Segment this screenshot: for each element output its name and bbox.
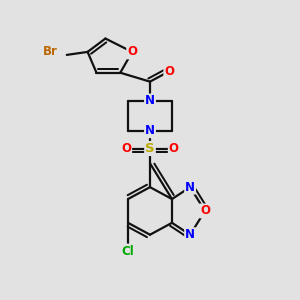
Text: O: O [121, 142, 131, 155]
Text: N: N [185, 228, 195, 241]
Text: Cl: Cl [122, 244, 134, 258]
Text: O: O [127, 45, 137, 58]
Text: N: N [145, 94, 155, 107]
Text: O: O [200, 204, 210, 218]
Text: S: S [145, 142, 155, 155]
Text: N: N [145, 124, 155, 137]
Text: N: N [185, 181, 195, 194]
Text: Br: Br [43, 45, 58, 58]
Text: O: O [164, 65, 174, 78]
Text: O: O [169, 142, 179, 155]
